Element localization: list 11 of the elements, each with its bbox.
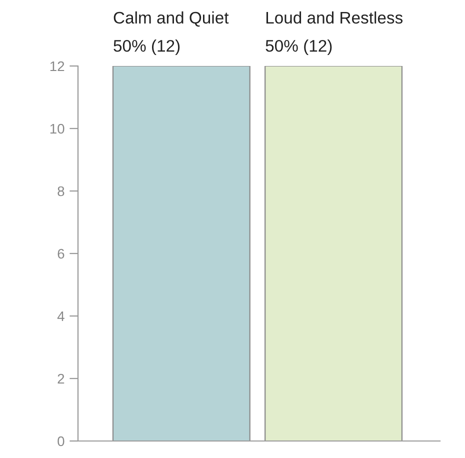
- y-tick-label: 4: [57, 311, 64, 322]
- y-tick-label: 10: [50, 124, 64, 134]
- data-label: 50% (12): [266, 40, 332, 56]
- data-label: 50% (12): [114, 40, 180, 56]
- y-tick-label: 2: [58, 374, 64, 384]
- y-tick-label: 6: [58, 248, 64, 259]
- y-tick-label: 8: [58, 186, 64, 196]
- y-tick-label: 12: [50, 61, 64, 72]
- x-tick-label: Calm and Quiet: [114, 11, 229, 27]
- x-tick-label: Loud and Restless: [266, 11, 403, 24]
- y-tick-label: 0: [58, 436, 64, 446]
